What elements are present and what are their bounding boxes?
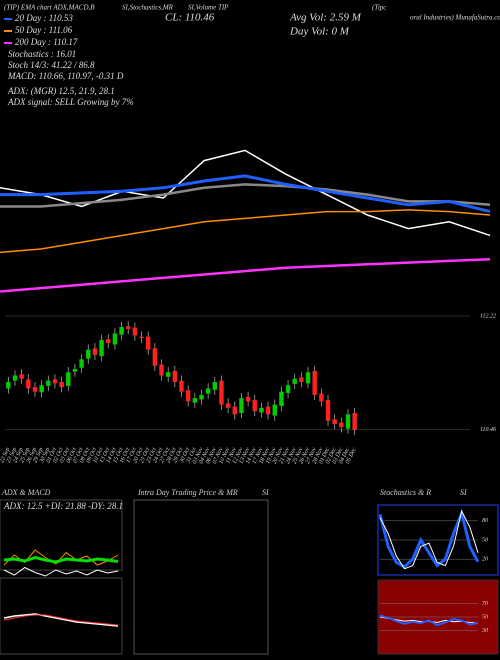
adx-values: ADX: 12.5 +DI: 21.88 -DY: 28.1: [3, 501, 123, 511]
candle-body: [305, 372, 311, 384]
legend-item: 50 Day : 111.06: [15, 25, 73, 35]
intraday-panel: [133, 499, 269, 655]
candle-body: [12, 375, 18, 381]
candle-body: [232, 406, 237, 415]
candle-body: [145, 336, 151, 350]
candle-body: [126, 326, 131, 329]
candle-body: [6, 381, 11, 389]
y-tick-label: 20: [482, 557, 488, 563]
candle-body: [219, 380, 224, 405]
adx-info: ADX: (MGR) 12.5, 21.9, 28.1: [7, 86, 115, 96]
candle-body: [239, 398, 244, 414]
series-line: [3, 555, 119, 564]
panel-title: ADX & MACD: [1, 488, 51, 497]
title-part: oral Industries) MunafaSutra.com: [410, 14, 500, 22]
candle-body: [199, 394, 204, 400]
candle-body: [192, 398, 198, 403]
candle-body: [119, 326, 124, 335]
series-line: [3, 613, 119, 627]
candle-body: [225, 403, 231, 408]
y-tick-label: 50: [482, 614, 488, 620]
series-line: [0, 183, 491, 208]
candle-body: [26, 379, 31, 389]
series-line: [379, 509, 479, 570]
candle-body: [319, 393, 324, 402]
candle-body: [99, 339, 104, 357]
candle-body: [165, 372, 171, 377]
close-price: CL: 110.46: [165, 12, 215, 24]
candle-body: [292, 378, 297, 384]
candle-body: [185, 390, 191, 402]
candle-body: [245, 396, 251, 402]
candle-body: [86, 349, 91, 359]
series-line: [0, 257, 491, 293]
panel-title: Stochastics & R: [380, 488, 431, 497]
candle-body: [299, 377, 304, 382]
candle-body: [32, 387, 38, 392]
candle-body: [312, 370, 317, 395]
candle-body: [46, 380, 51, 386]
candle-body: [112, 333, 118, 345]
candle-body: [39, 385, 44, 393]
candle-body: [132, 327, 138, 336]
series-line: [0, 149, 491, 237]
candle-body: [345, 414, 351, 429]
title-part: SI,Stochastics,MR: [122, 4, 174, 12]
candle-body: [19, 374, 24, 379]
candle-body: [259, 407, 264, 413]
candle-body: [272, 404, 277, 416]
candle-body: [212, 381, 218, 390]
indicator: MACD: 110.66, 110.97, -0.31 D: [7, 71, 124, 81]
x-tick-label: 22 Sep: [0, 447, 11, 464]
panel-frame: [0, 577, 123, 655]
series-line: [0, 174, 491, 214]
legend-item: 200 Day : 110.17: [15, 37, 78, 47]
candle-body: [352, 413, 357, 430]
series-line: [0, 209, 491, 254]
avg-volume: Avg Vol: 2.59 M: [289, 12, 362, 24]
series-line: [3, 566, 119, 577]
candle-body: [325, 400, 331, 421]
y-tick-label: 110.46: [480, 426, 496, 433]
candle-body: [59, 381, 64, 388]
candle-body: [52, 379, 58, 384]
adx-signal: ADX signal: SELL Growing by 7%: [7, 97, 134, 107]
y-tick-label: 50: [482, 537, 488, 543]
candle-body: [279, 391, 284, 406]
day-volume: Day Vol: 0 M: [289, 26, 350, 38]
candle-body: [106, 339, 111, 344]
candle-body: [92, 348, 98, 355]
candle-body: [159, 364, 164, 376]
candle-body: [79, 359, 84, 368]
candle-body: [152, 348, 158, 366]
candle-body: [179, 380, 184, 392]
candle-body: [252, 400, 257, 412]
title-part: (Tipc: [372, 4, 387, 12]
title-part: SI,Volume TIP: [188, 4, 229, 12]
candle-body: [205, 388, 211, 394]
candle-body: [285, 385, 291, 393]
panel-title: SI: [262, 488, 269, 497]
candle-body: [339, 422, 344, 428]
candle-body: [139, 336, 144, 338]
series-line: [379, 614, 479, 627]
panel-frame: [0, 499, 123, 571]
y-tick-label: 30: [481, 628, 488, 634]
legend-item: 20 Day : 110.53: [15, 13, 73, 23]
candle-body: [265, 406, 271, 415]
panel-title: SI: [460, 488, 467, 497]
candle-body: [172, 370, 178, 382]
candle-body: [66, 372, 71, 386]
indicator: Stoch 14/3: 41.22 / 86.8: [8, 60, 95, 70]
series-line: [3, 614, 119, 626]
indicator: Stochastics : 16.01: [8, 49, 76, 59]
title-part: (TIP) EMA chart ADX,MACD,B: [4, 4, 95, 12]
y-tick-label: 112.22: [480, 313, 496, 319]
candle-body: [332, 419, 337, 425]
y-tick-label: 70: [482, 601, 488, 607]
y-tick-label: 80: [482, 518, 488, 524]
panel-title: Intra Day Trading Price & MR: [137, 488, 238, 497]
candle-body: [72, 369, 78, 372]
